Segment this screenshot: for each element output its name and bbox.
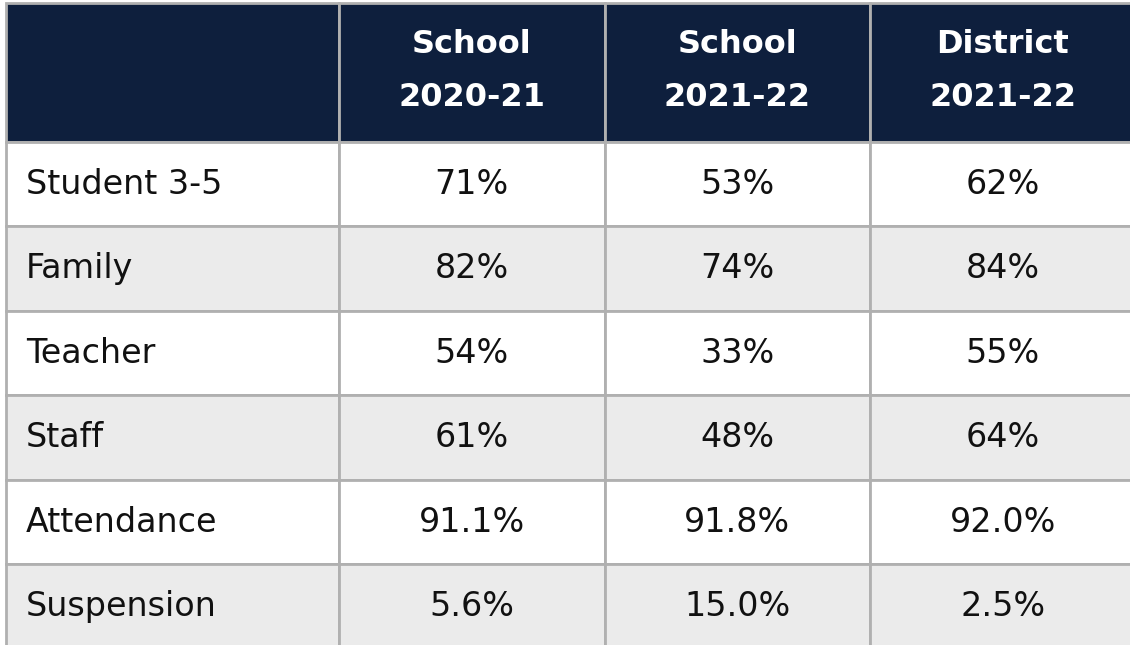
Text: 82%: 82%: [435, 252, 508, 285]
Text: District: District: [937, 29, 1069, 61]
Text: Family: Family: [26, 252, 133, 285]
Text: School: School: [678, 29, 797, 61]
Text: 33%: 33%: [701, 337, 774, 370]
Bar: [339, 480, 605, 564]
Bar: [6, 3, 339, 142]
Bar: [6, 142, 339, 226]
Text: 54%: 54%: [435, 337, 508, 370]
Bar: [339, 226, 605, 311]
Bar: [605, 311, 870, 395]
Bar: [605, 226, 870, 311]
Bar: [6, 311, 339, 395]
Bar: [339, 311, 605, 395]
Text: 2021-22: 2021-22: [929, 82, 1077, 113]
Text: Student 3-5: Student 3-5: [26, 168, 223, 201]
Text: 62%: 62%: [966, 168, 1040, 201]
Bar: [6, 480, 339, 564]
Bar: [870, 311, 1130, 395]
Bar: [605, 480, 870, 564]
Text: Teacher: Teacher: [26, 337, 155, 370]
Text: 61%: 61%: [435, 421, 508, 454]
Bar: [605, 564, 870, 645]
Text: 74%: 74%: [701, 252, 774, 285]
Text: 71%: 71%: [435, 168, 508, 201]
Text: 92.0%: 92.0%: [949, 506, 1057, 539]
Text: 15.0%: 15.0%: [684, 590, 791, 623]
Bar: [339, 395, 605, 480]
Text: 2.5%: 2.5%: [960, 590, 1045, 623]
Bar: [870, 564, 1130, 645]
Text: 2020-21: 2020-21: [398, 82, 546, 113]
Text: 91.1%: 91.1%: [418, 506, 525, 539]
Bar: [870, 3, 1130, 142]
Text: 55%: 55%: [966, 337, 1040, 370]
Bar: [605, 3, 870, 142]
Bar: [870, 395, 1130, 480]
Text: 53%: 53%: [701, 168, 774, 201]
Bar: [870, 142, 1130, 226]
Bar: [605, 142, 870, 226]
Text: Attendance: Attendance: [26, 506, 217, 539]
Text: Staff: Staff: [26, 421, 104, 454]
Text: School: School: [412, 29, 531, 61]
Text: 84%: 84%: [966, 252, 1040, 285]
Text: 48%: 48%: [701, 421, 774, 454]
Bar: [6, 226, 339, 311]
Bar: [339, 564, 605, 645]
Text: 64%: 64%: [966, 421, 1040, 454]
Text: 91.8%: 91.8%: [685, 506, 790, 539]
Bar: [6, 564, 339, 645]
Bar: [6, 395, 339, 480]
Bar: [870, 226, 1130, 311]
Bar: [339, 3, 605, 142]
Text: 2021-22: 2021-22: [663, 82, 811, 113]
Text: Suspension: Suspension: [26, 590, 217, 623]
Bar: [870, 480, 1130, 564]
Bar: [605, 395, 870, 480]
Text: 5.6%: 5.6%: [429, 590, 514, 623]
Bar: [339, 142, 605, 226]
